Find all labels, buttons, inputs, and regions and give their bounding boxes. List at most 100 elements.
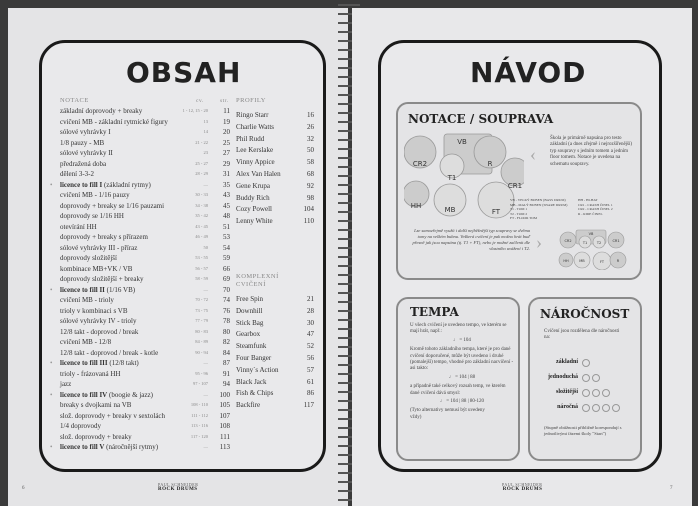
small-drum-vb: VB (589, 232, 594, 236)
toc-entry-page: 78 (223, 317, 230, 325)
drum-difficulty-icon (582, 374, 590, 382)
toc-entry-title: cvičení MB - trioly (60, 296, 114, 304)
tempa-ex3: ♩ = 104 | 88 | 80-120 (440, 399, 484, 405)
legend-item: T1 - TOM 1 (510, 207, 528, 211)
toc-entry-page: 108 (219, 422, 231, 430)
toc-entry: doprovody složitější (60, 253, 117, 263)
toc-entry: cvičení MB - základní rytmické figury (60, 117, 168, 127)
profile-page: 117 (303, 401, 314, 410)
footer-brand: PAUL SCHNEIDER ROCK DRUMS (158, 482, 199, 492)
toc-entry-exercises: 50 (203, 244, 209, 250)
col-cv: cv. (196, 98, 204, 104)
toc-entry-title: 1/4 doprovody (60, 422, 102, 430)
chevron-left-icon: ‹ (530, 144, 536, 164)
toc-row: sólové vyhrávky IV - trioly 77 - 79 78 (60, 316, 232, 326)
toc-entry-page: 27 (223, 149, 230, 157)
komplex-header-1: KOMPLEXNÍ (236, 273, 279, 280)
toc-entry-page: 59 (223, 254, 230, 262)
toc-entry-exercises: 25 - 27 (195, 160, 208, 166)
toc-entry: breaky s dvojkami na VB (60, 400, 131, 410)
toc-entry-exercises: 70 - 72 (195, 297, 208, 302)
left-page: OBSAH NOTACE cv. str. základní doprovody… (8, 8, 348, 506)
legend-item: CR1 - CRASH ČINEL 1 (578, 202, 613, 207)
toc-row: cvičení MB - trioly 70 - 72 74 (60, 295, 232, 305)
toc-entry-exercises: 1 - 12, 15 - 20 (182, 108, 209, 113)
drum-difficulty-icon (602, 404, 610, 412)
toc-entry-page: 31 (223, 170, 230, 178)
toc-entry-title: dělení 3-3-2 (60, 170, 95, 178)
narocnost-intro: Cvičení jsou rozdělena dle náročnosti na… (544, 329, 620, 341)
drum-difficulty-icon (602, 389, 610, 397)
col-str: str. (220, 98, 229, 104)
profile-name: Alex Van Halen (236, 170, 281, 178)
profile-name: Lee Kerslake (236, 146, 274, 155)
page-title: OBSAH (126, 56, 242, 89)
toc-entry-title: doprovody + breaky s přírazem (60, 233, 148, 241)
toc-entry: sólové vyhrávky II (60, 148, 113, 158)
page-title: NÁVOD (470, 56, 587, 89)
toc-entry-page: 11 (223, 107, 230, 115)
toc-row: doprovody složitější 53 - 55 59 (60, 253, 232, 263)
toc-entry: trioly - frázovaná HH (60, 369, 120, 379)
toc-entry: doprovody + breaky se 1/16 pauzami (60, 201, 164, 211)
toc-entry-page: 54 (223, 243, 230, 252)
profile-row: Cozy Powell 104 (236, 204, 316, 214)
drum-cr2: CR2 (413, 160, 427, 168)
profile-row: Vinny Appice 58 (236, 157, 316, 167)
toc-row: cvičení MB - základní rytmické figury 13 1… (60, 117, 232, 127)
toc-entry-page: 80 (223, 327, 230, 336)
notace-text-2: Lze samozřejmě využít i další nejběžnějš… (412, 228, 530, 251)
narocnost-box: NÁROČNOST Cvičení jsou rozdělena dle nár… (528, 297, 642, 461)
toc-entry-exercises: 58 - 59 (195, 276, 208, 281)
toc-entry-title: 12/8 takt - doprovod / break - kotle (60, 348, 159, 357)
toc-entry-page: 43 (223, 191, 230, 199)
toc-entry-title: 12/8 takt - doprovod / break (60, 327, 139, 336)
profile-page: 26 (307, 122, 314, 131)
toc-entry-page: 51 (223, 222, 230, 231)
toc-entry-exercises: 97 - 107 (193, 381, 208, 386)
profile-name: Charlie Watts (236, 122, 274, 131)
tempa-p4: (Tyto alternativy nemusí být uvedeny vžd… (410, 408, 485, 420)
toc-entry-page: 45 (223, 201, 230, 210)
contents-frame (39, 40, 326, 472)
profile-name: Downhill (236, 306, 263, 315)
small-drum-cr2: CR2 (564, 239, 571, 243)
small-drum-ft: FT (600, 260, 605, 264)
legend-left: VB - VELKÝ BUBEN (BASS DRUM) MB - MALÝ BU… (510, 198, 567, 221)
profile-page: 30 (307, 318, 314, 327)
toc-entry-page: 66 (223, 264, 230, 273)
difficulty-label: složitější (556, 389, 578, 395)
profile-row: Gearbox 47 (236, 329, 316, 339)
legend-item: VB - VELKÝ BUBEN (BASS DRUM) (510, 198, 566, 202)
toc-entry-title: licence to fill III (60, 359, 108, 367)
profile-page: 104 (303, 205, 315, 214)
toc-entry-exercises: 56 - 57 (195, 265, 208, 271)
tempa-box: TEMPA U všech cvičení je uvedeno tempo, … (396, 297, 520, 461)
toc-entry-page: 29 (223, 159, 230, 168)
profile-name: Free Spin (236, 295, 264, 303)
profile-name: Vinny Appice (236, 158, 275, 167)
profile-name: Vinny´s Action (236, 365, 279, 374)
profile-page: 56 (307, 354, 314, 362)
toc-entry-exercises: 21 - 22 (195, 139, 208, 145)
toc-entry-page: 84 (223, 348, 230, 357)
toc-row: doprovody se 1/16 HH 35 - 42 48 (60, 211, 232, 221)
profile-name: Phil Rudd (236, 134, 265, 143)
profile-name: Steamfunk (236, 342, 267, 351)
toc-entry-title: jazz (60, 380, 72, 388)
toc-entry-title: 1/8 pauzy - MB (60, 138, 105, 147)
toc-entry-title: základní doprovody + breaky (60, 107, 143, 115)
toc-entry-exercises: — (203, 360, 209, 365)
drum-difficulty-icon (582, 404, 590, 412)
legend-item: FT - FLOOR TOM (510, 216, 537, 220)
toc-row: 12/8 takt - doprovod / break 80 - 83 80 (60, 327, 232, 337)
toc-entry-title: doprovody složitější + breaky (60, 275, 144, 283)
toc-row: sólové vyhrávky I 14 20 (60, 127, 232, 137)
small-drum-hh: HH (563, 259, 569, 263)
toc-row: kombinace MB+VK / VB 56 - 57 66 (60, 264, 232, 274)
toc-entry-page: 111 (220, 432, 230, 441)
toc-entry-page: 100 (219, 390, 231, 399)
bullet-icon: • (50, 390, 53, 399)
toc-entry: doprovody + breaky s přírazem (60, 232, 148, 242)
toc-entry-title: sólové vyhrávky III - příraz (60, 243, 138, 252)
